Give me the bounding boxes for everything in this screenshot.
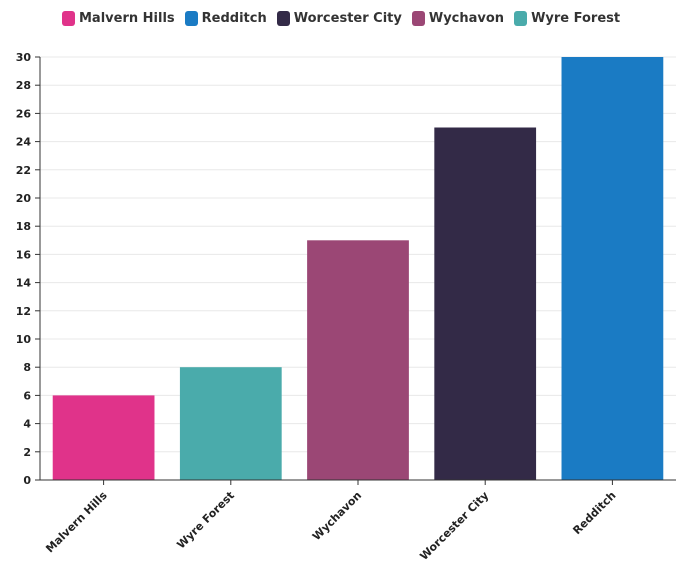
y-tick-label: 14 xyxy=(16,277,32,290)
legend: Malvern Hills Redditch Worcester City Wycha… xyxy=(62,11,620,26)
x-tick-label: Malvern Hills xyxy=(43,489,110,556)
legend-label: Worcester City xyxy=(293,11,402,26)
legend-swatch xyxy=(62,11,75,26)
bar[interactable] xyxy=(179,367,282,480)
legend-swatch xyxy=(276,11,290,26)
y-tick-label: 12 xyxy=(16,305,31,318)
legend-item: Wyre Forest xyxy=(514,11,620,26)
bar[interactable] xyxy=(52,395,155,480)
x-tick-label: Wychavon xyxy=(310,489,364,543)
y-tick-label: 0 xyxy=(23,474,31,487)
y-tick-label: 22 xyxy=(16,164,31,177)
legend-item: Worcester City xyxy=(276,11,402,26)
legend-swatch xyxy=(411,11,425,26)
y-tick-label: 20 xyxy=(16,192,32,205)
y-tick-label: 24 xyxy=(16,136,32,149)
x-tick-label: Wyre Forest xyxy=(174,489,236,551)
bars xyxy=(52,57,664,481)
bar[interactable] xyxy=(307,240,409,480)
x-axis: Malvern Hills Wyre Forest Wychavon Worceste… xyxy=(40,479,676,563)
bar[interactable] xyxy=(434,127,537,481)
legend-label: Wychavon xyxy=(428,11,505,26)
y-tick-label: 6 xyxy=(23,389,31,402)
y-tick-label: 10 xyxy=(16,333,32,346)
legend-item: Redditch xyxy=(184,11,267,26)
x-tick-label: Redditch xyxy=(570,489,618,537)
y-tick-label: 26 xyxy=(16,107,32,120)
y-tick-label: 30 xyxy=(16,51,32,64)
bar[interactable] xyxy=(561,57,664,480)
legend-label: Redditch xyxy=(201,11,267,26)
y-tick-label: 2 xyxy=(23,446,31,459)
legend-swatch xyxy=(184,11,198,26)
legend-label: Wyre Forest xyxy=(531,11,621,26)
legend-item: Malvern Hills xyxy=(62,11,175,26)
y-tick-label: 16 xyxy=(16,248,32,261)
x-tick-label: Worcester City xyxy=(417,489,491,563)
y-tick-label: 8 xyxy=(23,361,31,374)
y-tick-label: 4 xyxy=(23,418,31,431)
legend-item: Wychavon xyxy=(411,11,505,26)
legend-swatch xyxy=(514,11,528,26)
y-tick-label: 28 xyxy=(16,79,31,92)
y-tick-label: 18 xyxy=(16,220,31,233)
legend-label: Malvern Hills xyxy=(79,11,175,26)
